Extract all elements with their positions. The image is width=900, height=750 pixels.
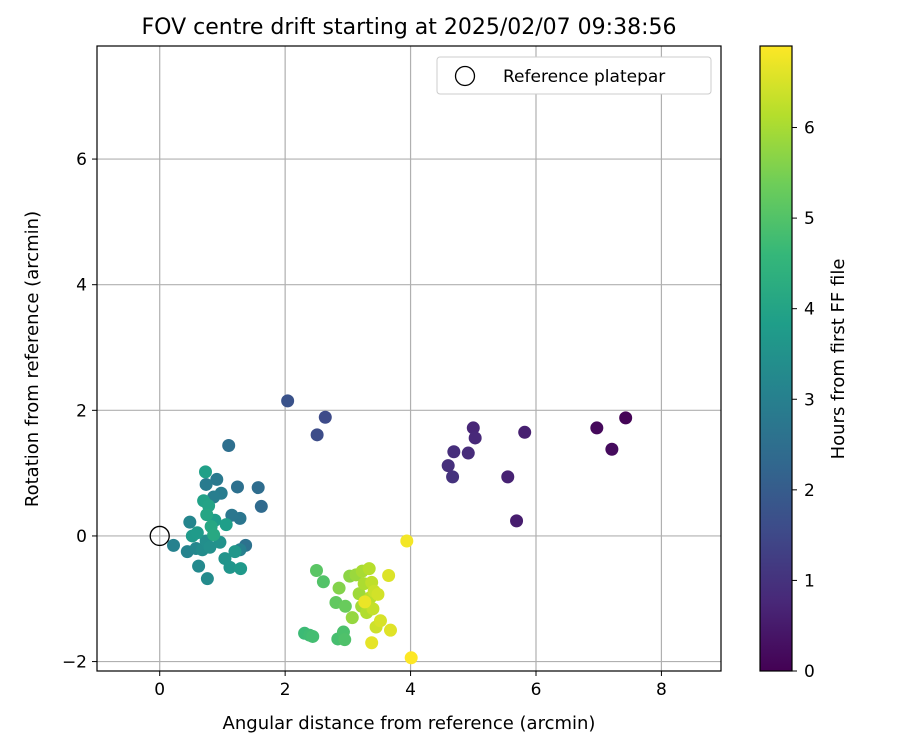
data-point [207, 528, 221, 542]
data-point [358, 595, 372, 609]
data-point [345, 611, 359, 625]
data-point [338, 633, 352, 647]
y-tick-label: 6 [76, 150, 87, 170]
x-axis-ticks: 0 2 4 6 8 [154, 671, 667, 700]
data-point [219, 518, 233, 532]
data-point [167, 538, 181, 552]
data-points [167, 394, 633, 665]
y-tick-label: 2 [76, 401, 87, 421]
chart-title: FOV centre drift starting at 2025/02/07 … [142, 15, 677, 40]
colorbar-tick-label: 3 [804, 390, 815, 410]
data-point [199, 477, 213, 491]
reference-marker [149, 525, 170, 547]
data-point [382, 569, 396, 583]
data-point [203, 540, 217, 554]
data-point [619, 411, 633, 425]
colorbar-tick-label: 4 [804, 300, 815, 320]
data-point [309, 563, 323, 577]
data-point [468, 431, 482, 445]
legend-marker-open-circle [454, 65, 476, 87]
data-point [466, 421, 480, 435]
colorbar-tick-label: 0 [804, 662, 815, 682]
data-point [447, 445, 461, 459]
data-point [200, 508, 214, 522]
data-point [461, 446, 475, 460]
data-point [518, 425, 532, 439]
data-point [441, 459, 455, 473]
data-point [306, 629, 320, 643]
plot-area-frame [96, 45, 722, 672]
x-tick-label: 6 [531, 680, 542, 700]
colorbar-ticks: 0 1 2 3 4 5 6 [792, 119, 815, 682]
data-point [318, 410, 332, 424]
colorbar-tick-label: 5 [804, 209, 815, 229]
data-point [190, 526, 204, 540]
y-axis-ticks: −2 0 2 4 6 [62, 150, 97, 673]
colorbar-tick-label: 6 [804, 119, 815, 139]
data-point [198, 465, 212, 479]
data-point [310, 428, 324, 442]
data-point [446, 470, 460, 484]
data-point [590, 421, 604, 435]
reference-platepar-marker [149, 525, 170, 547]
data-point [316, 575, 330, 589]
colorbar-label: Hours from first FF file [828, 259, 849, 460]
legend-box [436, 56, 712, 95]
grid-lines [97, 46, 721, 671]
data-point [510, 514, 524, 528]
data-point [228, 545, 242, 559]
data-point [183, 515, 197, 529]
colorbar-gradient [759, 45, 793, 672]
data-point [338, 599, 352, 613]
data-point [365, 636, 379, 650]
x-axis-label: Angular distance from reference (arcmin) [223, 713, 596, 734]
data-point [254, 499, 268, 513]
data-point [192, 559, 206, 573]
data-point [404, 651, 418, 665]
data-point [210, 472, 224, 486]
x-tick-label: 8 [656, 680, 667, 700]
legend-label: Reference platepar [503, 67, 665, 87]
data-point [383, 623, 397, 637]
y-axis-label: Rotation from reference (arcmin) [22, 211, 43, 507]
data-point [332, 581, 346, 595]
colorbar-tick-label: 2 [804, 481, 815, 501]
data-point [222, 438, 236, 452]
data-point [281, 394, 295, 408]
y-tick-label: −2 [62, 653, 87, 673]
legend: Reference platepar [436, 56, 712, 95]
y-tick-label: 4 [76, 276, 87, 296]
colorbar: 0 1 2 3 4 5 6 Hours from first FF file [759, 45, 849, 682]
data-point [234, 562, 248, 576]
data-point [230, 480, 244, 494]
data-point [200, 572, 214, 586]
data-point [373, 614, 387, 628]
x-tick-label: 0 [154, 680, 165, 700]
data-point [251, 481, 265, 495]
data-point [223, 560, 237, 574]
data-point [605, 442, 619, 456]
data-point [362, 562, 376, 576]
x-tick-label: 2 [280, 680, 291, 700]
data-point [225, 508, 239, 522]
colorbar-tick-label: 1 [804, 571, 815, 591]
y-tick-label: 0 [76, 527, 87, 547]
data-point [501, 470, 515, 484]
x-tick-label: 4 [405, 680, 416, 700]
data-point [371, 587, 385, 601]
data-point [400, 534, 414, 548]
